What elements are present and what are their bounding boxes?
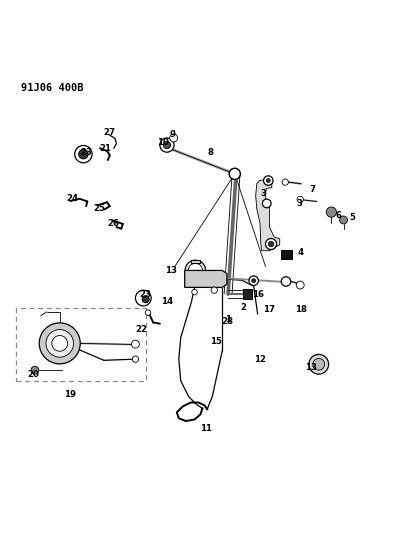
Text: 3: 3 <box>296 199 302 208</box>
Circle shape <box>326 207 337 217</box>
Text: 5: 5 <box>349 213 355 222</box>
Text: 16: 16 <box>252 289 264 298</box>
Text: 28: 28 <box>221 317 233 326</box>
Circle shape <box>160 138 174 152</box>
Circle shape <box>268 241 274 247</box>
Circle shape <box>296 281 304 289</box>
Text: 14: 14 <box>161 297 173 306</box>
Text: 13: 13 <box>165 266 177 275</box>
Circle shape <box>31 366 39 374</box>
Circle shape <box>211 287 218 293</box>
Text: 6: 6 <box>335 211 341 220</box>
Circle shape <box>52 335 67 351</box>
Circle shape <box>142 296 149 303</box>
Circle shape <box>79 149 88 159</box>
Circle shape <box>297 196 303 203</box>
Circle shape <box>262 199 271 208</box>
Text: 15: 15 <box>210 337 222 346</box>
Circle shape <box>39 323 80 364</box>
Circle shape <box>229 168 240 180</box>
Text: 2: 2 <box>241 303 247 312</box>
Text: 10: 10 <box>157 138 169 147</box>
Text: 19: 19 <box>64 390 76 399</box>
Text: 23: 23 <box>139 289 151 298</box>
Circle shape <box>266 238 277 249</box>
Circle shape <box>249 276 258 286</box>
Circle shape <box>131 340 139 348</box>
Text: 23: 23 <box>80 148 92 157</box>
Text: 18: 18 <box>295 305 307 314</box>
Text: 26: 26 <box>108 219 120 228</box>
Circle shape <box>281 277 291 286</box>
Circle shape <box>75 146 92 163</box>
Text: 25: 25 <box>93 204 105 213</box>
Circle shape <box>132 356 139 362</box>
Text: 12: 12 <box>254 354 266 364</box>
Text: 1: 1 <box>225 315 231 324</box>
Text: 17: 17 <box>263 305 276 314</box>
Circle shape <box>170 134 177 142</box>
Circle shape <box>145 310 151 316</box>
Circle shape <box>192 289 197 295</box>
Text: 24: 24 <box>66 194 79 203</box>
Circle shape <box>264 176 273 185</box>
Text: 8: 8 <box>207 148 213 157</box>
Circle shape <box>46 329 73 357</box>
Polygon shape <box>243 289 252 299</box>
Circle shape <box>252 279 256 282</box>
Circle shape <box>135 290 151 306</box>
Polygon shape <box>256 180 280 251</box>
Circle shape <box>282 179 288 185</box>
Circle shape <box>185 260 206 281</box>
Circle shape <box>164 142 170 149</box>
Text: 13: 13 <box>305 362 317 372</box>
Text: 7: 7 <box>310 185 316 194</box>
Text: 11: 11 <box>200 424 212 433</box>
Text: 21: 21 <box>100 144 112 153</box>
Circle shape <box>313 358 325 370</box>
Polygon shape <box>185 270 227 287</box>
Circle shape <box>309 354 329 374</box>
Text: 22: 22 <box>135 325 147 334</box>
Text: 3: 3 <box>260 189 266 198</box>
Text: 20: 20 <box>28 370 40 379</box>
Bar <box>16 308 146 381</box>
Circle shape <box>188 263 202 278</box>
Polygon shape <box>191 260 200 263</box>
Circle shape <box>229 168 240 180</box>
Text: 91J06 400B: 91J06 400B <box>21 83 84 93</box>
Text: 4: 4 <box>298 248 304 257</box>
Circle shape <box>232 171 237 176</box>
Circle shape <box>266 179 270 182</box>
Polygon shape <box>281 249 292 260</box>
Circle shape <box>339 216 347 224</box>
Text: 27: 27 <box>104 128 116 137</box>
Text: 9: 9 <box>170 130 176 139</box>
